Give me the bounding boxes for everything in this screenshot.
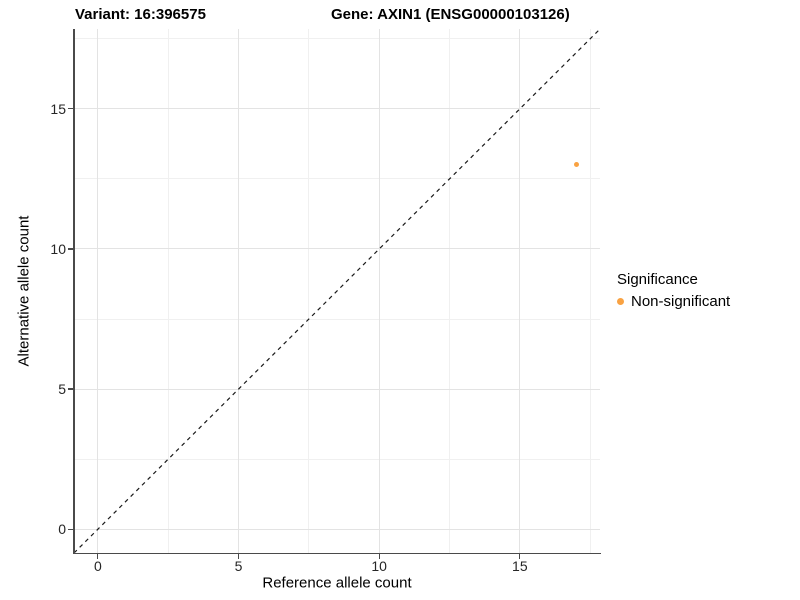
legend-item-label: Non-significant	[631, 293, 731, 310]
y-minor-gridline	[74, 38, 600, 40]
x-axis-line	[73, 552, 601, 554]
legend-key-dot-icon	[617, 298, 624, 305]
x-axis-tick	[519, 554, 521, 559]
identity-line-svg	[73, 28, 601, 554]
x-axis-tick	[97, 554, 99, 559]
y-axis-title: Alternative allele count	[15, 215, 33, 367]
x-tick-label: 15	[512, 558, 528, 574]
y-tick-label: 10	[50, 240, 66, 257]
y-axis-line	[73, 29, 75, 554]
y-tick-label: 0	[58, 521, 66, 538]
legend-item: Non-significant	[617, 293, 730, 310]
y-major-gridline	[74, 248, 600, 250]
gene-title: Gene: AXIN1 (ENSG00000103126)	[331, 6, 570, 23]
x-tick-label: 10	[371, 558, 387, 574]
plot-panel	[73, 28, 601, 554]
y-axis-tick	[68, 388, 73, 390]
x-minor-gridline	[449, 29, 450, 553]
x-minor-gridline	[589, 29, 591, 553]
y-minor-gridline	[74, 458, 600, 460]
legend-title: Significance	[617, 271, 698, 288]
x-minor-gridline	[167, 29, 169, 553]
x-major-gridline	[238, 29, 240, 553]
x-axis-tick	[378, 554, 380, 559]
y-tick-label: 5	[58, 381, 66, 398]
y-tick-label: 15	[50, 100, 66, 117]
y-axis-tick	[68, 528, 73, 530]
x-axis-title: Reference allele count	[262, 574, 412, 592]
x-major-gridline	[378, 29, 380, 553]
x-axis-tick	[237, 554, 240, 559]
x-tick-label: 5	[234, 558, 243, 574]
x-minor-gridline	[308, 29, 310, 553]
y-major-gridline	[74, 528, 600, 530]
y-axis-tick	[68, 108, 73, 110]
y-major-gridline	[74, 388, 600, 390]
x-major-gridline	[519, 29, 521, 553]
data-point	[573, 162, 579, 168]
identity-line	[73, 28, 601, 554]
x-tick-label: 0	[94, 558, 102, 574]
y-axis-tick	[68, 248, 73, 250]
variant-title: Variant: 16:396575	[75, 6, 206, 23]
y-minor-gridline	[74, 178, 600, 180]
x-major-gridline	[97, 29, 99, 553]
y-minor-gridline	[74, 318, 600, 320]
y-major-gridline	[74, 108, 600, 110]
legend: Significance Non-significant	[617, 271, 730, 310]
